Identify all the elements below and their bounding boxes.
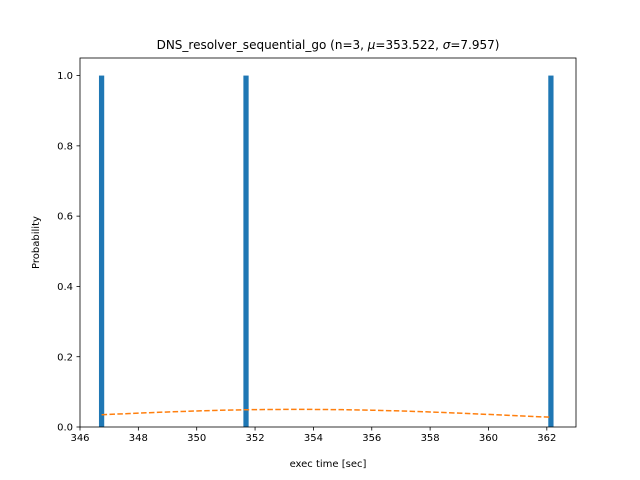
x-tick-label: 348 [129,433,148,444]
y-axis-label: Probability [31,216,42,269]
bars-layer [98,75,554,428]
x-axis-ticks: 346 348 350 352 354 356 358 360 362 [70,427,556,444]
x-tick-label: 346 [70,433,89,444]
x-tick-label: 352 [246,433,265,444]
y-tick-label: 1.0 [57,71,73,82]
y-tick-label: 0.0 [57,423,73,434]
x-tick-label: 354 [304,433,323,444]
normal-fit-curve [101,408,551,418]
plot-area-frame [79,57,577,428]
x-tick-label: 356 [362,433,381,444]
y-axis-ticks: 0.0 0.2 0.4 0.6 0.8 1.0 [57,71,80,434]
histogram-bar-2 [243,75,249,428]
x-tick-label: 362 [537,433,556,444]
fit-curve-layer [101,408,551,418]
x-tick-label: 350 [187,433,206,444]
y-tick-label: 0.6 [57,212,73,223]
y-tick-label: 0.4 [57,282,73,293]
x-tick-label: 360 [479,433,498,444]
chart-title: DNS_resolver_sequential_go (n=3, μ=353.5… [157,38,500,52]
x-axis-label: exec time [sec] [290,459,367,470]
x-tick-label: 358 [421,433,440,444]
histogram-bar-1 [98,75,105,428]
histogram-bar-3 [548,75,554,428]
y-tick-label: 0.2 [57,352,73,363]
y-tick-label: 0.8 [57,141,73,152]
